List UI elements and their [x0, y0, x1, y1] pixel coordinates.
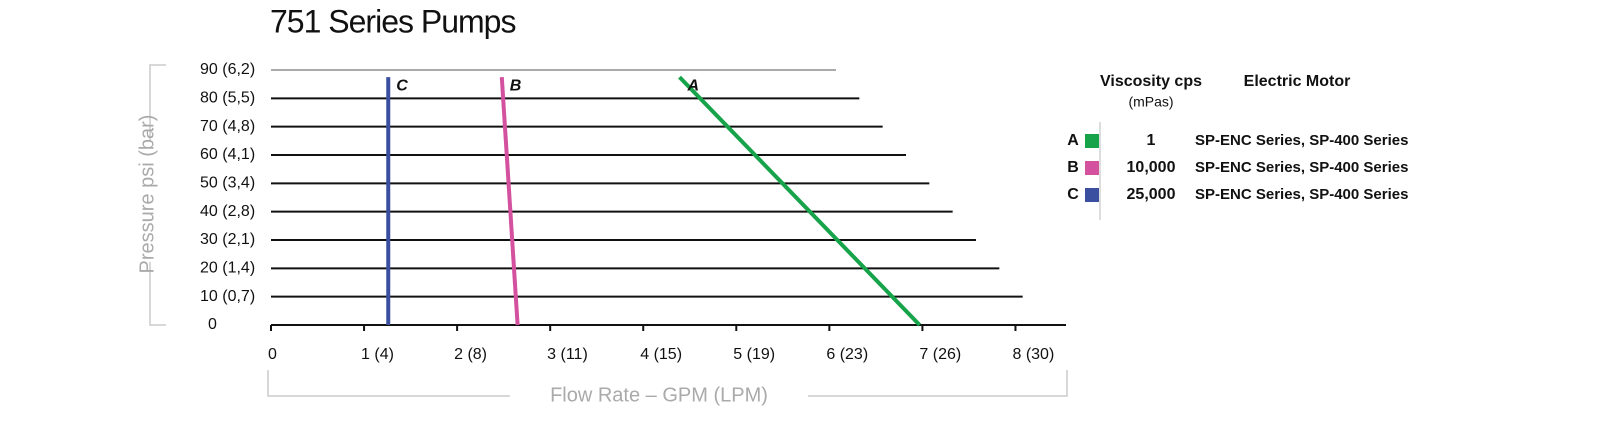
legend-swatch — [1085, 134, 1099, 148]
x-tick-label: 7 (26) — [919, 346, 961, 363]
legend-header: (mPas) — [1128, 94, 1173, 110]
y-bracket — [149, 64, 166, 326]
x-tick-label: 0 — [268, 346, 277, 363]
x-tick-label: 8 (30) — [1012, 346, 1054, 363]
y-axis-label: Pressure psi (bar) — [136, 115, 158, 274]
y-tick-label: 30 (2,1) — [200, 231, 255, 248]
legend-viscosity: 25,000 — [1127, 186, 1176, 203]
y-tick-label: 0 — [208, 316, 217, 333]
x-tick-label: 1 (4) — [361, 346, 394, 363]
legend-motor: SP-ENC Series, SP-400 Series — [1195, 132, 1408, 149]
x-tick-label: 2 (8) — [454, 346, 487, 363]
legend-letter: A — [1067, 132, 1079, 149]
legend-viscosity: 1 — [1147, 132, 1156, 149]
y-tick-label: 70 (4,8) — [200, 118, 255, 135]
series-label: A — [687, 77, 700, 94]
legend-viscosity: 10,000 — [1127, 159, 1176, 176]
legend-motor: SP-ENC Series, SP-400 Series — [1195, 159, 1408, 176]
x-tick-label: 4 (15) — [640, 346, 682, 363]
legend-letter: C — [1067, 186, 1079, 203]
chart-title: 751 Series Pumps — [270, 3, 515, 39]
x-axis-label: Flow Rate – GPM (LPM) — [550, 384, 768, 406]
x-bracket — [267, 370, 1068, 397]
x-tick-label: 3 (11) — [547, 346, 588, 363]
series-line — [678, 75, 922, 327]
series-line — [499, 76, 520, 326]
x-tick-label: 6 (23) — [826, 346, 868, 363]
series-label: B — [510, 77, 522, 94]
y-tick-label: 50 (3,4) — [200, 175, 255, 192]
y-tick-label: 90 (6,2) — [200, 61, 255, 78]
y-tick-label: 80 (5,5) — [200, 90, 255, 107]
x-tick-label: 5 (19) — [733, 346, 775, 363]
legend-letter: B — [1067, 159, 1079, 176]
legend-header: Viscosity cps — [1100, 73, 1202, 90]
y-tick-label: 10 (0,7) — [200, 288, 255, 305]
y-tick-label: 40 (2,8) — [200, 203, 255, 220]
y-tick-label: 60 (4,1) — [200, 146, 255, 163]
legend-swatch — [1085, 161, 1099, 175]
legend-header: Electric Motor — [1244, 73, 1351, 90]
series-label: C — [396, 77, 408, 94]
legend-motor: SP-ENC Series, SP-400 Series — [1195, 186, 1408, 203]
y-tick-label: 20 (1,4) — [200, 260, 255, 277]
legend-swatch — [1085, 188, 1099, 202]
